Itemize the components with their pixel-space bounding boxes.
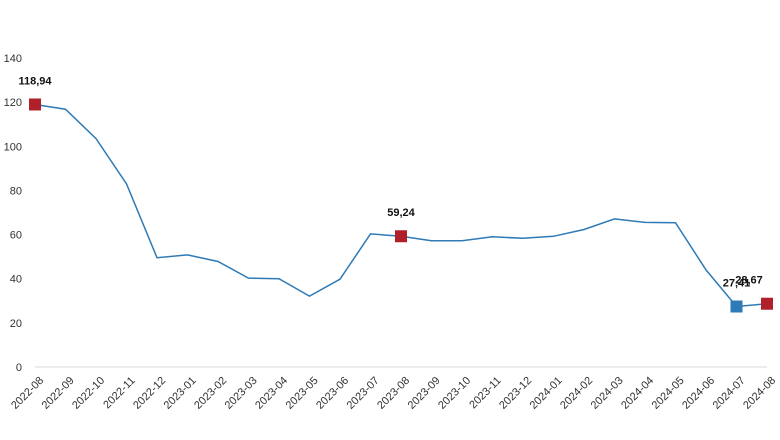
data-label: 28,67 — [735, 275, 763, 287]
x-tick-label: 2024-06 — [680, 375, 717, 412]
series-line — [34, 103, 768, 308]
x-tick-label: 2024-08 — [741, 375, 778, 412]
highlight-marker — [395, 230, 407, 243]
x-tick-label: 2022-08 — [9, 375, 46, 412]
highlight-marker — [761, 297, 773, 310]
x-tick-label: 2023-04 — [253, 375, 290, 412]
y-tick-label: 20 — [10, 318, 22, 330]
y-tick-label: 140 — [4, 53, 22, 65]
y-tick-label: 60 — [10, 230, 22, 242]
highlight-markers — [29, 98, 773, 313]
y-tick-label: 0 — [16, 362, 22, 374]
y-tick-label: 100 — [4, 141, 22, 153]
x-tick-label: 2023-03 — [223, 375, 260, 412]
y-tick-label: 40 — [10, 274, 22, 286]
x-tick-label: 2023-05 — [284, 375, 321, 412]
x-tick-label: 2023-01 — [162, 375, 199, 412]
x-tick-label: 2023-12 — [497, 375, 534, 412]
data-label: 59,24 — [387, 207, 415, 219]
x-axis-ticks: 2022-082022-092022-102022-112022-122023-… — [9, 375, 778, 412]
x-tick-label: 2022-09 — [40, 375, 77, 412]
x-tick-label: 2023-10 — [436, 375, 473, 412]
x-tick-label: 2024-04 — [619, 375, 656, 412]
x-tick-label: 2024-02 — [558, 375, 595, 412]
x-tick-label: 2023-08 — [375, 375, 412, 412]
x-tick-label: 2023-07 — [345, 375, 382, 412]
x-tick-label: 2024-03 — [589, 375, 626, 412]
x-tick-label: 2024-01 — [528, 375, 565, 412]
x-tick-label: 2023-02 — [192, 375, 229, 412]
y-tick-label: 80 — [10, 185, 22, 197]
data-label: 27,41 — [723, 278, 751, 290]
y-tick-label: 120 — [4, 97, 22, 109]
highlight-marker — [29, 98, 41, 111]
x-tick-label: 2022-10 — [70, 375, 107, 412]
data-label: 118,94 — [18, 75, 52, 87]
x-tick-label: 2023-06 — [314, 375, 351, 412]
highlight-marker — [730, 300, 743, 313]
x-tick-label: 2024-05 — [650, 375, 687, 412]
x-tick-label: 2022-12 — [131, 375, 168, 412]
x-tick-label: 2024-07 — [711, 375, 748, 412]
x-tick-label: 2023-09 — [406, 375, 443, 412]
y-axis-ticks: 0 20 40 60 80 100 120 140 — [4, 53, 22, 374]
